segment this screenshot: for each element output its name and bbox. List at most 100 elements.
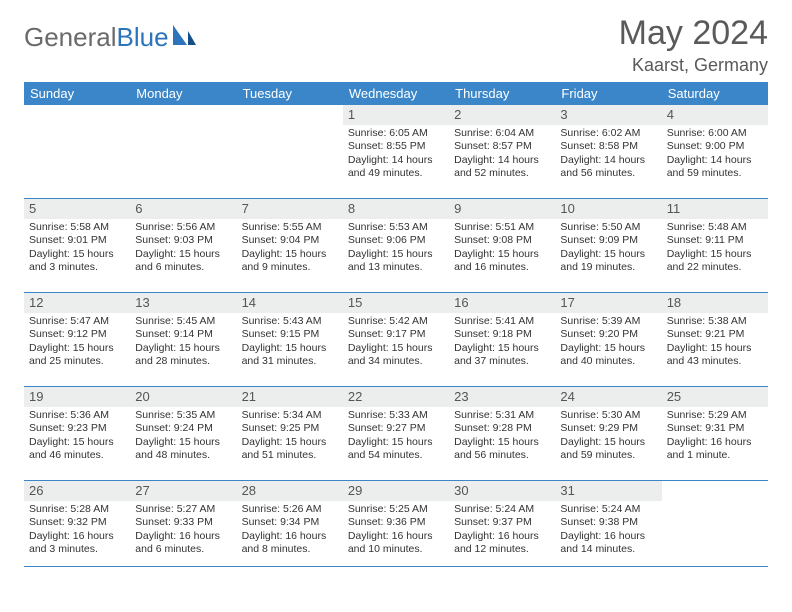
day-number: 14 [237,293,343,313]
sunset-line: Sunset: 9:06 PM [348,234,444,247]
location: Kaarst, Germany [619,55,768,76]
day-number: 3 [555,105,661,125]
daylight-line: Daylight: 15 hours and 13 minutes. [348,248,444,274]
day-cell: 13Sunrise: 5:45 AMSunset: 9:14 PMDayligh… [130,293,236,386]
sunset-line: Sunset: 9:01 PM [29,234,125,247]
sunset-line: Sunset: 9:00 PM [667,140,763,153]
calendar-cell [662,481,768,567]
sunset-line: Sunset: 9:08 PM [454,234,550,247]
sunrise-line: Sunrise: 5:25 AM [348,503,444,516]
day-cell: 17Sunrise: 5:39 AMSunset: 9:20 PMDayligh… [555,293,661,386]
sunrise-line: Sunrise: 5:41 AM [454,315,550,328]
day-number: 7 [237,199,343,219]
calendar-cell: 29Sunrise: 5:25 AMSunset: 9:36 PMDayligh… [343,481,449,567]
calendar-cell: 17Sunrise: 5:39 AMSunset: 9:20 PMDayligh… [555,293,661,387]
day-info: Sunrise: 5:41 AMSunset: 9:18 PMDaylight:… [449,313,555,368]
calendar-page: GeneralBlue May 2024 Kaarst, Germany Sun… [0,0,792,567]
sunrise-line: Sunrise: 5:45 AM [135,315,231,328]
day-cell: 28Sunrise: 5:26 AMSunset: 9:34 PMDayligh… [237,481,343,566]
sunset-line: Sunset: 9:17 PM [348,328,444,341]
sunset-line: Sunset: 9:20 PM [560,328,656,341]
day-number: 17 [555,293,661,313]
sunrise-line: Sunrise: 5:50 AM [560,221,656,234]
day-info: Sunrise: 5:36 AMSunset: 9:23 PMDaylight:… [24,407,130,462]
calendar-cell: 7Sunrise: 5:55 AMSunset: 9:04 PMDaylight… [237,199,343,293]
daylight-line: Daylight: 16 hours and 6 minutes. [135,530,231,556]
daylight-line: Daylight: 15 hours and 3 minutes. [29,248,125,274]
day-cell: 14Sunrise: 5:43 AMSunset: 9:15 PMDayligh… [237,293,343,386]
brand-text-general: General [24,22,117,53]
daylight-line: Daylight: 15 hours and 54 minutes. [348,436,444,462]
day-info: Sunrise: 5:26 AMSunset: 9:34 PMDaylight:… [237,501,343,556]
day-number: 30 [449,481,555,501]
sunrise-line: Sunrise: 5:51 AM [454,221,550,234]
calendar-cell: 20Sunrise: 5:35 AMSunset: 9:24 PMDayligh… [130,387,236,481]
sunset-line: Sunset: 9:18 PM [454,328,550,341]
sunset-line: Sunset: 9:24 PM [135,422,231,435]
day-number: 31 [555,481,661,501]
day-info: Sunrise: 5:38 AMSunset: 9:21 PMDaylight:… [662,313,768,368]
calendar-cell: 31Sunrise: 5:24 AMSunset: 9:38 PMDayligh… [555,481,661,567]
day-cell: 25Sunrise: 5:29 AMSunset: 9:31 PMDayligh… [662,387,768,480]
day-cell: 3Sunrise: 6:02 AMSunset: 8:58 PMDaylight… [555,105,661,198]
calendar-cell: 19Sunrise: 5:36 AMSunset: 9:23 PMDayligh… [24,387,130,481]
sunset-line: Sunset: 8:55 PM [348,140,444,153]
day-cell: 9Sunrise: 5:51 AMSunset: 9:08 PMDaylight… [449,199,555,292]
sunrise-line: Sunrise: 5:47 AM [29,315,125,328]
sunrise-line: Sunrise: 6:04 AM [454,127,550,140]
day-number: 28 [237,481,343,501]
weekday-row: Sunday Monday Tuesday Wednesday Thursday… [24,82,768,105]
calendar-cell: 5Sunrise: 5:58 AMSunset: 9:01 PMDaylight… [24,199,130,293]
daylight-line: Daylight: 15 hours and 9 minutes. [242,248,338,274]
sunrise-line: Sunrise: 5:35 AM [135,409,231,422]
sunset-line: Sunset: 9:37 PM [454,516,550,529]
weekday-header: Sunday [24,82,130,105]
sunset-line: Sunset: 9:09 PM [560,234,656,247]
sunset-line: Sunset: 8:58 PM [560,140,656,153]
sunrise-line: Sunrise: 6:05 AM [348,127,444,140]
calendar-week-row: 19Sunrise: 5:36 AMSunset: 9:23 PMDayligh… [24,387,768,481]
day-number: 27 [130,481,236,501]
sunset-line: Sunset: 9:33 PM [135,516,231,529]
calendar-cell: 13Sunrise: 5:45 AMSunset: 9:14 PMDayligh… [130,293,236,387]
calendar-week-row: 12Sunrise: 5:47 AMSunset: 9:12 PMDayligh… [24,293,768,387]
day-number: 5 [24,199,130,219]
day-info: Sunrise: 5:27 AMSunset: 9:33 PMDaylight:… [130,501,236,556]
day-info: Sunrise: 5:55 AMSunset: 9:04 PMDaylight:… [237,219,343,274]
calendar-cell [24,105,130,199]
calendar-cell: 25Sunrise: 5:29 AMSunset: 9:31 PMDayligh… [662,387,768,481]
sunrise-line: Sunrise: 5:30 AM [560,409,656,422]
day-number: 13 [130,293,236,313]
day-cell: 21Sunrise: 5:34 AMSunset: 9:25 PMDayligh… [237,387,343,480]
daylight-line: Daylight: 14 hours and 56 minutes. [560,154,656,180]
daylight-line: Daylight: 16 hours and 8 minutes. [242,530,338,556]
calendar-cell: 9Sunrise: 5:51 AMSunset: 9:08 PMDaylight… [449,199,555,293]
daylight-line: Daylight: 15 hours and 59 minutes. [560,436,656,462]
calendar-cell: 23Sunrise: 5:31 AMSunset: 9:28 PMDayligh… [449,387,555,481]
daylight-line: Daylight: 15 hours and 22 minutes. [667,248,763,274]
day-cell: 22Sunrise: 5:33 AMSunset: 9:27 PMDayligh… [343,387,449,480]
calendar-cell: 1 Sunrise: 6:05 AMSunset: 8:55 PMDaylight… [343,105,449,199]
daylight-line: Daylight: 15 hours and 51 minutes. [242,436,338,462]
day-info: Sunrise: 5:42 AMSunset: 9:17 PMDaylight:… [343,313,449,368]
calendar-cell: 30Sunrise: 5:24 AMSunset: 9:37 PMDayligh… [449,481,555,567]
daylight-line: Daylight: 14 hours and 49 minutes. [348,154,444,180]
day-number: 6 [130,199,236,219]
sunrise-line: Sunrise: 5:28 AM [29,503,125,516]
sunset-line: Sunset: 9:36 PM [348,516,444,529]
day-info: Sunrise: 5:28 AMSunset: 9:32 PMDaylight:… [24,501,130,556]
daylight-line: Daylight: 16 hours and 1 minute. [667,436,763,462]
calendar-cell: 6Sunrise: 5:56 AMSunset: 9:03 PMDaylight… [130,199,236,293]
sunrise-line: Sunrise: 5:42 AM [348,315,444,328]
day-cell: 8Sunrise: 5:53 AMSunset: 9:06 PMDaylight… [343,199,449,292]
day-cell: 31Sunrise: 5:24 AMSunset: 9:38 PMDayligh… [555,481,661,566]
day-cell: 11Sunrise: 5:48 AMSunset: 9:11 PMDayligh… [662,199,768,292]
day-number: 24 [555,387,661,407]
calendar-week-row: 1Sunrise: 6:05 AMSunset: 8:55 PMDaylight… [24,105,768,199]
sunset-line: Sunset: 9:21 PM [667,328,763,341]
sunrise-line: Sunrise: 5:24 AM [560,503,656,516]
day-number: 1 [343,105,449,125]
day-number: 4 [662,105,768,125]
daylight-line: Daylight: 15 hours and 28 minutes. [135,342,231,368]
day-number: 8 [343,199,449,219]
